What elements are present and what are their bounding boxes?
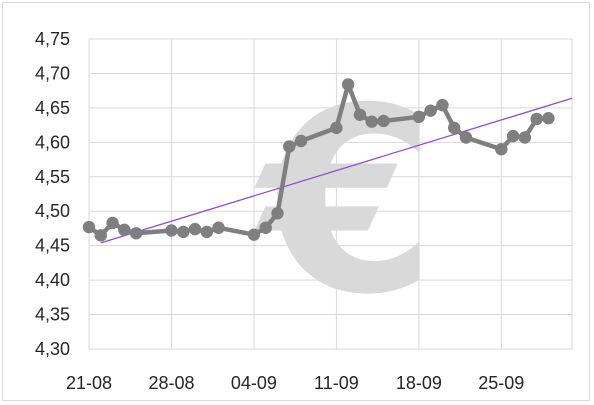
data-point bbox=[165, 224, 178, 237]
y-tick-label: 4,55 bbox=[35, 167, 70, 187]
y-axis: 4,30 4,35 4,40 4,45 4,50 4,55 4,60 4,65 4,70 4,75 bbox=[35, 29, 70, 359]
data-point bbox=[82, 220, 96, 234]
y-tick-label: 4,50 bbox=[35, 201, 70, 221]
y-tick-label: 4,35 bbox=[35, 305, 70, 325]
data-point bbox=[283, 140, 296, 153]
data-point bbox=[412, 110, 426, 124]
data-point bbox=[294, 134, 308, 148]
series-line bbox=[82, 78, 555, 242]
y-tick-label: 4,30 bbox=[35, 339, 70, 359]
x-tick-label: 04-09 bbox=[231, 373, 277, 393]
x-tick-label: 21-08 bbox=[66, 373, 112, 393]
x-axis: 21-08 28-08 04-09 11-09 18-09 25-09 bbox=[66, 373, 524, 393]
data-point bbox=[177, 225, 190, 239]
y-tick-label: 4,65 bbox=[35, 98, 70, 118]
data-point bbox=[518, 131, 532, 144]
data-point bbox=[542, 112, 555, 125]
data-point bbox=[506, 129, 520, 143]
data-point bbox=[447, 121, 461, 135]
data-point bbox=[459, 131, 473, 144]
data-point bbox=[212, 221, 225, 234]
data-point bbox=[495, 143, 508, 156]
data-point bbox=[106, 216, 119, 230]
data-point bbox=[129, 227, 143, 240]
data-point bbox=[365, 115, 378, 128]
chart-frame bbox=[2, 2, 590, 401]
data-point bbox=[436, 98, 449, 112]
y-tick-label: 4,75 bbox=[35, 29, 70, 49]
data-point bbox=[424, 104, 437, 117]
x-tick-label: 18-09 bbox=[396, 373, 442, 393]
euro-watermark-glyph: € bbox=[254, 54, 436, 351]
grid bbox=[88, 38, 573, 350]
data-point bbox=[377, 114, 390, 128]
x-tick-label: 28-08 bbox=[148, 373, 194, 393]
y-tick-label: 4,70 bbox=[35, 63, 70, 83]
data-point bbox=[259, 221, 272, 234]
euro-sign-icon: € bbox=[254, 54, 436, 351]
y-tick-label: 4,45 bbox=[35, 236, 70, 256]
data-point bbox=[341, 78, 355, 91]
y-tick-label: 4,60 bbox=[35, 132, 70, 152]
data-point bbox=[200, 225, 214, 239]
trendline-path bbox=[100, 97, 573, 244]
data-point bbox=[271, 207, 284, 220]
data-point bbox=[188, 222, 202, 236]
data-point bbox=[353, 108, 367, 121]
x-tick-label: 11-09 bbox=[314, 373, 359, 393]
data-point bbox=[94, 229, 107, 242]
y-tick-label: 4,40 bbox=[35, 270, 70, 290]
data-point bbox=[247, 228, 261, 241]
data-point bbox=[330, 121, 343, 135]
x-tick-label: 25-09 bbox=[478, 373, 524, 393]
trendline bbox=[100, 97, 573, 244]
data-point bbox=[118, 223, 131, 237]
data-point bbox=[530, 112, 543, 126]
